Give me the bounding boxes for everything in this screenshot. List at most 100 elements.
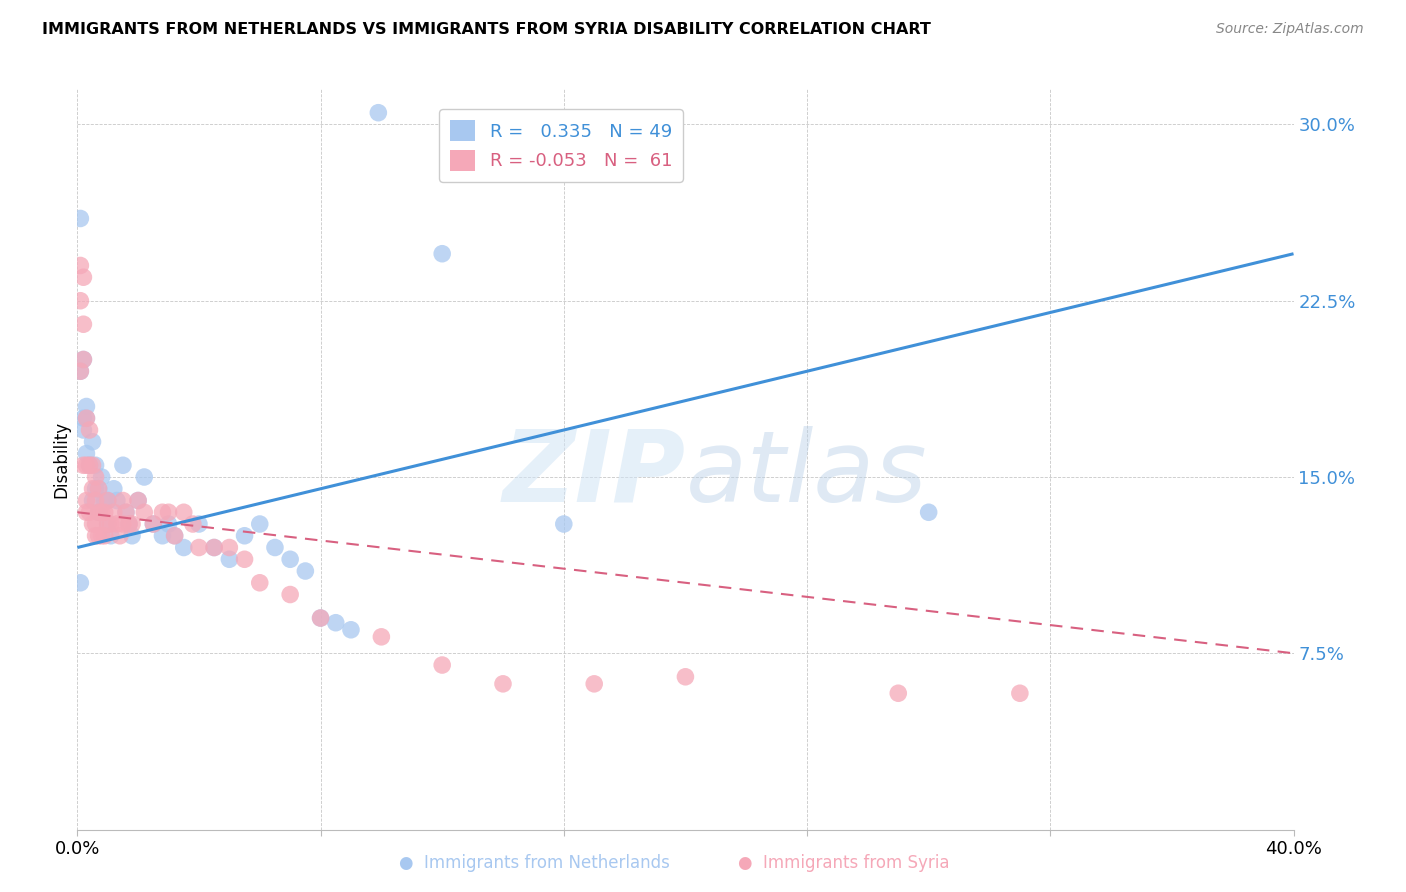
Point — [84, 482, 107, 496]
Point — [75, 411, 97, 425]
Point — [173, 541, 195, 555]
Point — [188, 541, 211, 555]
Point — [202, 541, 225, 555]
Point — [69, 364, 91, 378]
Legend: R =   0.335   N = 49, R = -0.053   N =  61: R = 0.335 N = 49, R = -0.053 N = 61 — [439, 110, 683, 182]
Point — [1008, 686, 1031, 700]
Point — [97, 493, 120, 508]
Point — [121, 516, 143, 531]
Point — [152, 529, 174, 543]
Point — [278, 552, 301, 566]
Point — [134, 505, 156, 519]
Point — [90, 529, 112, 543]
Point — [79, 458, 101, 473]
Point — [93, 529, 115, 543]
Point — [127, 493, 149, 508]
Text: ●  Immigrants from Netherlands: ● Immigrants from Netherlands — [399, 855, 669, 872]
Point — [115, 505, 138, 519]
Y-axis label: Disability: Disability — [52, 421, 70, 498]
Text: ●  Immigrants from Syria: ● Immigrants from Syria — [738, 855, 949, 872]
Point — [142, 516, 165, 531]
Point — [79, 505, 101, 519]
Point — [82, 493, 104, 508]
Point — [111, 458, 134, 473]
Point — [72, 352, 94, 367]
Point — [430, 246, 453, 260]
Point — [105, 493, 128, 508]
Point — [69, 259, 91, 273]
Point — [675, 670, 697, 684]
Point — [218, 541, 240, 555]
Point — [103, 482, 125, 496]
Point — [340, 623, 363, 637]
Point — [90, 505, 112, 519]
Point — [218, 552, 240, 566]
Text: atlas: atlas — [686, 425, 927, 523]
Point — [233, 529, 256, 543]
Point — [84, 529, 107, 543]
Point — [90, 470, 112, 484]
Point — [75, 505, 97, 519]
Point — [152, 505, 174, 519]
Point — [82, 434, 104, 449]
Point — [84, 458, 107, 473]
Point — [163, 529, 186, 543]
Point — [278, 588, 301, 602]
Point — [97, 493, 120, 508]
Point — [93, 493, 115, 508]
Point — [72, 458, 94, 473]
Point — [75, 411, 97, 425]
Point — [105, 516, 128, 531]
Point — [72, 352, 94, 367]
Point — [72, 411, 94, 425]
Point — [367, 105, 389, 120]
Point — [69, 293, 91, 308]
Text: IMMIGRANTS FROM NETHERLANDS VS IMMIGRANTS FROM SYRIA DISABILITY CORRELATION CHAR: IMMIGRANTS FROM NETHERLANDS VS IMMIGRANT… — [42, 22, 931, 37]
Point — [142, 516, 165, 531]
Point — [121, 529, 143, 543]
Point — [79, 423, 101, 437]
Point — [72, 423, 94, 437]
Point — [100, 529, 122, 543]
Point — [84, 516, 107, 531]
Point — [325, 615, 347, 630]
Point — [887, 686, 910, 700]
Point — [173, 505, 195, 519]
Point — [87, 529, 110, 543]
Point — [97, 516, 120, 531]
Point — [430, 658, 453, 673]
Point — [264, 541, 287, 555]
Point — [69, 211, 91, 226]
Point — [249, 575, 271, 590]
Point — [82, 482, 104, 496]
Point — [118, 516, 141, 531]
Point — [249, 516, 271, 531]
Point — [82, 458, 104, 473]
Point — [84, 470, 107, 484]
Point — [157, 505, 180, 519]
Point — [181, 516, 204, 531]
Point — [115, 505, 138, 519]
Text: ZIP: ZIP — [502, 425, 686, 523]
Point — [111, 493, 134, 508]
Point — [188, 516, 211, 531]
Point — [583, 677, 606, 691]
Point — [69, 364, 91, 378]
Point — [553, 516, 575, 531]
Point — [202, 541, 225, 555]
Point — [72, 317, 94, 331]
Point — [87, 482, 110, 496]
Point — [75, 458, 97, 473]
Point — [294, 564, 316, 578]
Point — [87, 482, 110, 496]
Point — [82, 516, 104, 531]
Point — [918, 505, 941, 519]
Point — [111, 516, 134, 531]
Point — [309, 611, 332, 625]
Point — [134, 470, 156, 484]
Point — [79, 458, 101, 473]
Point — [84, 493, 107, 508]
Point — [87, 505, 110, 519]
Point — [309, 611, 332, 625]
Point — [370, 630, 392, 644]
